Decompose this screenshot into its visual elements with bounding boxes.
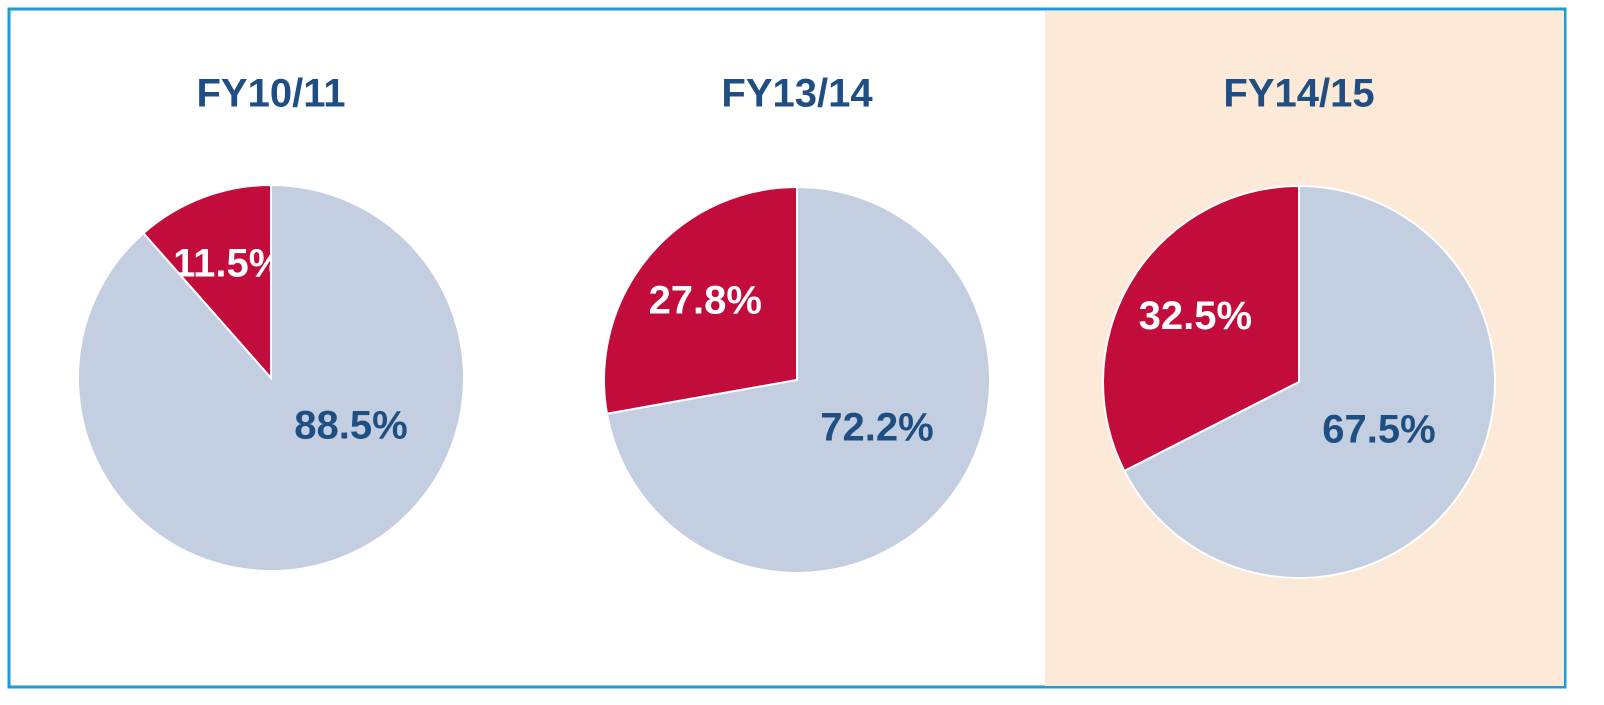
data-label: 67.5% (1322, 408, 1435, 452)
pie-title: FY14/15 (1223, 72, 1374, 116)
pie-slice (603, 185, 798, 415)
data-label: 72.2% (820, 406, 933, 450)
pie-slice (141, 183, 272, 381)
pie-slice (1101, 184, 1300, 473)
pie-slice (77, 183, 465, 572)
data-label: 27.8% (649, 279, 762, 323)
data-label: 88.5% (294, 404, 407, 448)
data-label: 32.5% (1139, 294, 1252, 338)
data-label: 11.5% (173, 242, 284, 286)
pie-title: FY10/11 (196, 72, 345, 116)
pie-slice (1123, 184, 1496, 579)
pie-title: FY13/14 (721, 72, 873, 116)
pie-slice (605, 185, 991, 574)
